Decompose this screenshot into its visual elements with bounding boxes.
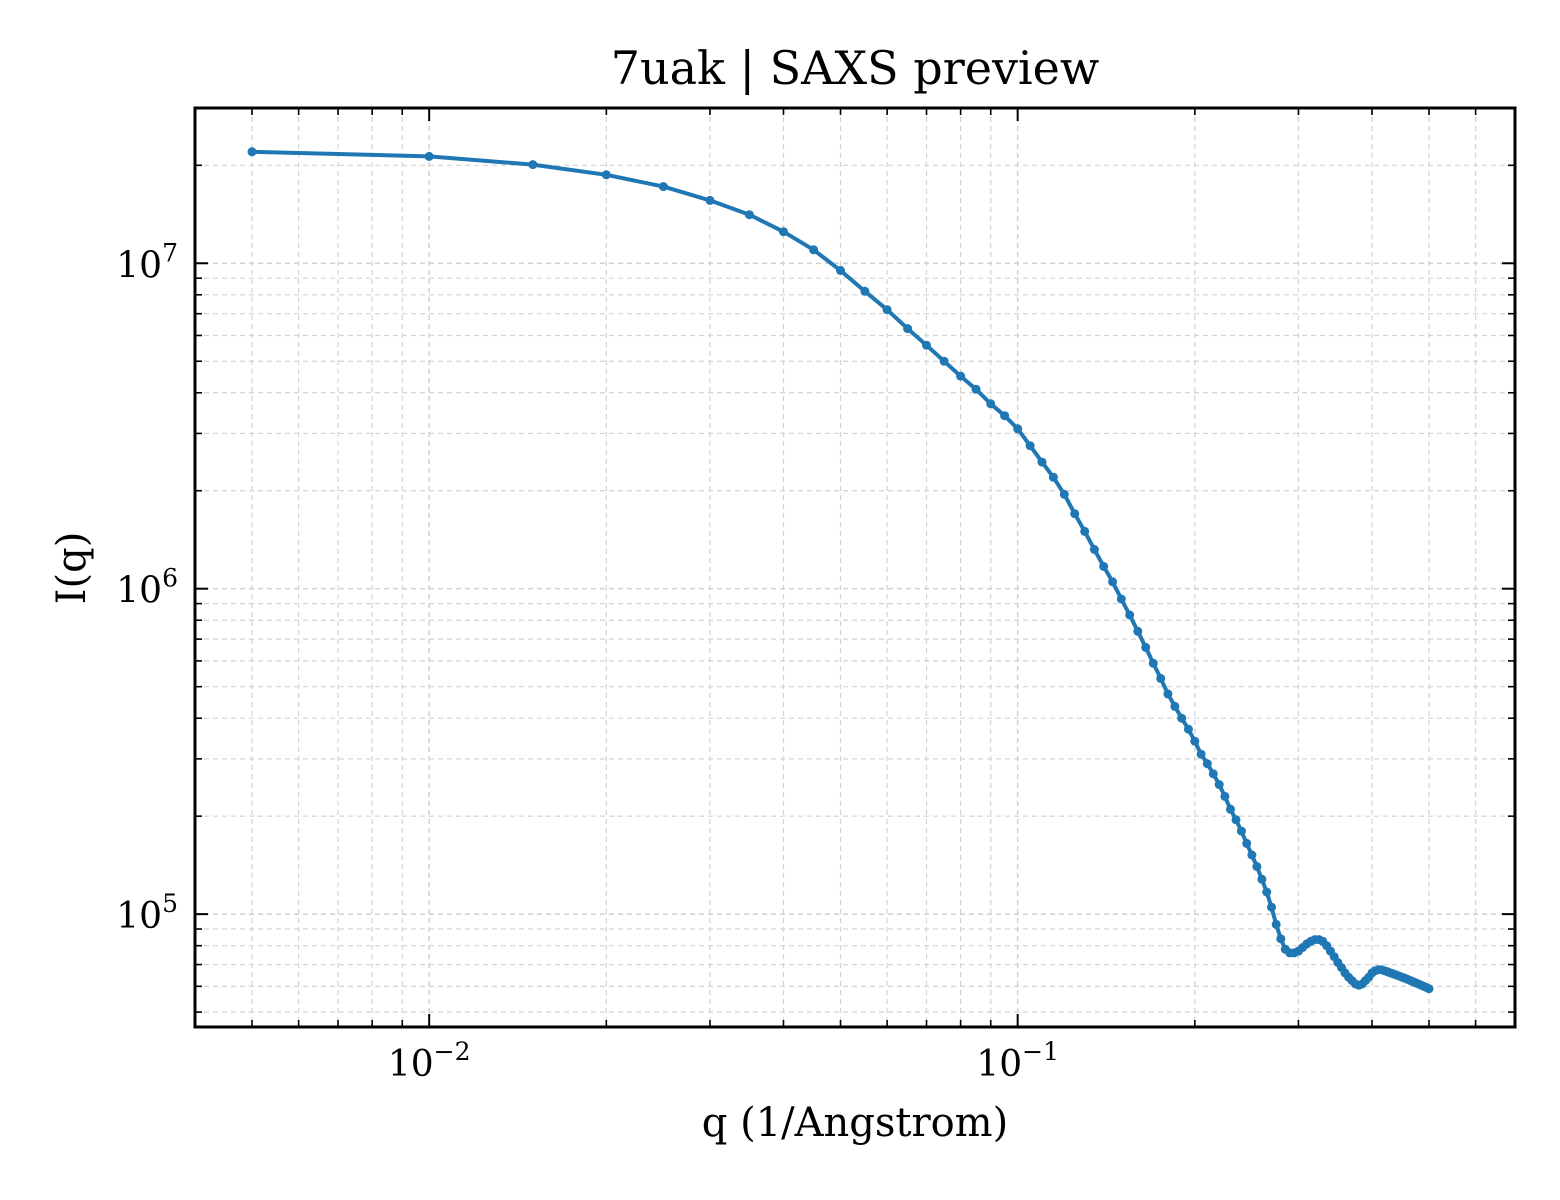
grid-layer	[194, 107, 1515, 1027]
data-point	[1262, 887, 1272, 897]
data-point	[1183, 724, 1193, 734]
data-point	[1070, 509, 1080, 519]
series-layer	[247, 147, 1434, 994]
y-axis-ticks: 105 106 107	[116, 238, 1515, 937]
data-point	[1236, 826, 1246, 836]
data-point	[1013, 424, 1023, 434]
data-point	[1252, 862, 1262, 872]
y-tick-label: 107	[116, 238, 178, 286]
data-point	[1242, 838, 1252, 848]
data-point	[1220, 791, 1230, 801]
data-point	[1163, 689, 1173, 699]
minor-ticks	[194, 107, 1515, 1027]
data-point	[882, 305, 892, 315]
data-point	[779, 227, 788, 237]
data-point	[528, 160, 538, 170]
data-point	[658, 182, 668, 192]
data-point	[860, 286, 870, 296]
x-axis-ticks: 10−2 10−1	[388, 108, 1059, 1085]
data-point	[1208, 769, 1218, 779]
data-point	[1424, 984, 1434, 994]
data-point	[1133, 626, 1143, 636]
x-tick-label: 10−2	[388, 1037, 471, 1085]
data-point	[1267, 902, 1276, 912]
data-point	[1271, 919, 1281, 929]
data-point	[1231, 815, 1241, 825]
data-point	[809, 245, 819, 255]
data-point	[1170, 701, 1180, 711]
data-point	[1108, 577, 1118, 587]
data-point	[1214, 780, 1224, 790]
data-point	[247, 147, 257, 157]
data-point	[601, 170, 611, 180]
data-point	[1099, 562, 1109, 571]
data-point	[1156, 673, 1166, 683]
data-point	[1116, 594, 1126, 604]
data-point	[1202, 759, 1212, 769]
data-point	[939, 356, 949, 366]
plot-frame	[193, 106, 1517, 1029]
y-tick-label: 105	[116, 889, 178, 937]
data-point	[1190, 736, 1200, 746]
data-point	[903, 324, 913, 334]
data-point	[1257, 874, 1267, 884]
data-point	[1080, 526, 1090, 536]
data-point	[1226, 804, 1235, 814]
data-point	[744, 210, 754, 220]
data-point	[922, 340, 931, 350]
data-point	[1037, 457, 1047, 467]
data-point	[705, 195, 715, 205]
data-point	[956, 371, 966, 381]
data-point	[1141, 642, 1151, 652]
chart-title: 7uak | SAXS preview	[611, 41, 1100, 95]
x-axis-label: q (1/Angstrom)	[702, 1100, 1008, 1146]
x-tick-label: 10−1	[976, 1037, 1059, 1085]
data-point	[1177, 713, 1187, 723]
data-point	[1148, 658, 1158, 668]
data-point	[971, 384, 981, 394]
data-point	[986, 399, 996, 409]
y-tick-label: 106	[116, 564, 178, 612]
data-point	[424, 151, 434, 161]
y-axis-label: I(q)	[49, 532, 95, 605]
data-point	[1025, 441, 1035, 451]
data-point	[1196, 749, 1206, 759]
data-point	[1247, 850, 1257, 860]
data-point	[1048, 472, 1058, 482]
data-point	[1125, 610, 1135, 620]
data-point	[1089, 545, 1099, 554]
data-point	[1059, 489, 1069, 499]
data-point	[836, 266, 845, 275]
data-point	[1276, 934, 1286, 944]
data-point	[1000, 411, 1010, 421]
